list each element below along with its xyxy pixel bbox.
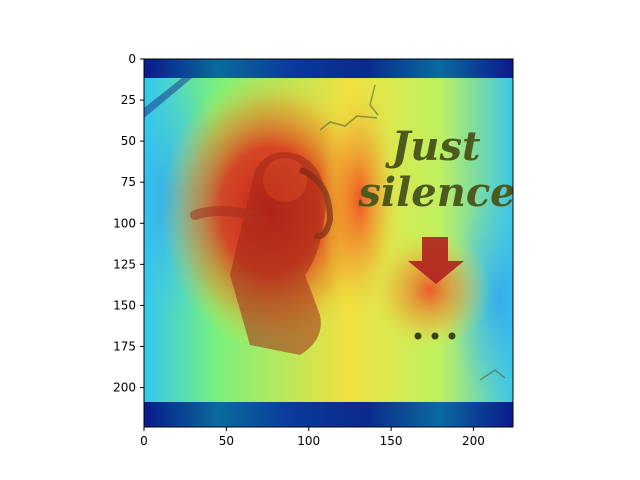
poster-text-line1: Just [384, 123, 481, 170]
x-tick-label: 150 [380, 434, 403, 448]
y-tick-label: 0 [128, 52, 136, 66]
x-axis: 0 50 100 150 200 [140, 427, 485, 448]
y-tick-label: 175 [113, 340, 136, 354]
x-tick-label: 50 [219, 434, 234, 448]
y-axis: 0 25 50 75 100 125 150 175 200 [113, 52, 144, 395]
girl-figure [190, 152, 334, 355]
ellipsis-dots [414, 332, 456, 340]
crack-lines [319, 84, 506, 381]
y-tick-label: 100 [113, 216, 136, 230]
y-tick-label: 200 [113, 381, 136, 395]
down-arrow-icon [408, 237, 464, 284]
x-tick-label: 0 [140, 434, 148, 448]
axes-frame [143, 58, 514, 428]
top-border-band [144, 59, 513, 78]
bottom-border-band [144, 402, 513, 427]
y-tick-label: 75 [121, 175, 136, 189]
y-tick-label: 25 [121, 93, 136, 107]
x-tick-label: 100 [297, 434, 320, 448]
y-tick-label: 50 [121, 134, 136, 148]
y-tick-label: 150 [113, 298, 136, 312]
poster-text-line2: silence [357, 169, 515, 216]
y-tick-label: 125 [113, 257, 136, 271]
heatmap-image: Just silence [144, 59, 515, 427]
frame-corner [144, 78, 192, 118]
x-tick-label: 200 [462, 434, 485, 448]
